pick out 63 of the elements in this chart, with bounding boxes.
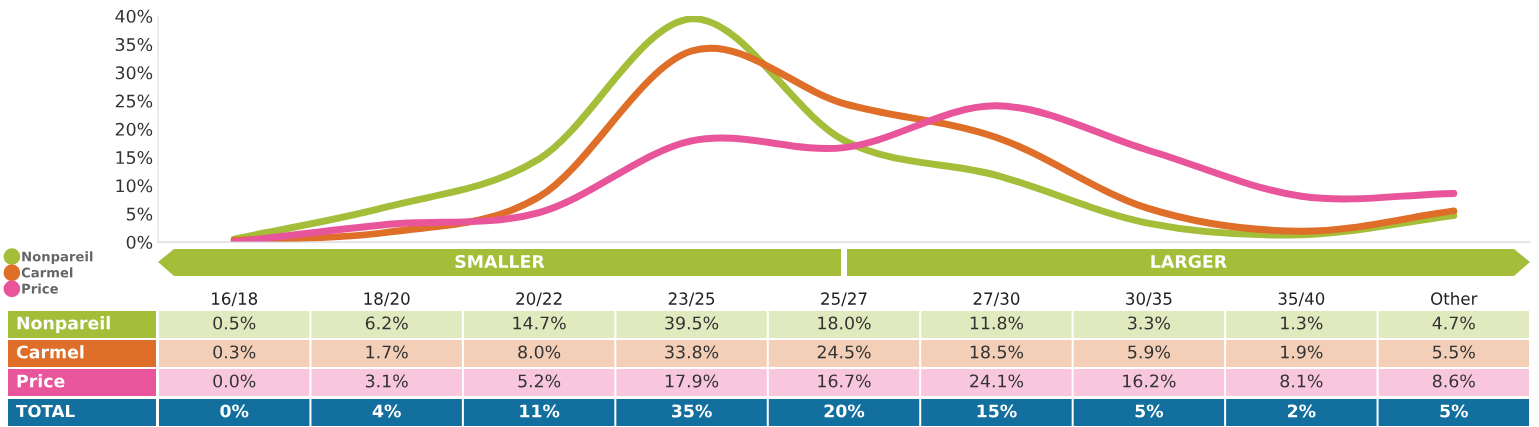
data-label: 16.2% bbox=[1123, 374, 1176, 388]
text: 11% bbox=[520, 404, 560, 418]
data-label: 1.9% bbox=[1281, 345, 1323, 359]
data-label: 3.3% bbox=[1128, 316, 1170, 330]
x-tick-label: 27/30 bbox=[973, 292, 1020, 307]
y-tick-label: 20% bbox=[115, 122, 153, 136]
data-label: 8.6% bbox=[1432, 374, 1475, 388]
x-tick-label: 20/22 bbox=[516, 292, 562, 307]
x-tick-label: 23/25 bbox=[668, 292, 715, 307]
x-tick-label: 25/27 bbox=[821, 292, 867, 307]
y-tick-label: 35% bbox=[115, 37, 153, 52]
data-label: 4.7% bbox=[1432, 316, 1475, 330]
data-label: 3.1% bbox=[365, 374, 408, 388]
data-label: 16.7% bbox=[818, 374, 871, 388]
data-label: 5.9% bbox=[1128, 345, 1170, 359]
text: 5% bbox=[1135, 404, 1164, 418]
y-tick-label: 15% bbox=[116, 150, 153, 165]
data-label: 0.5% bbox=[213, 316, 256, 330]
legend-label: Nonpareil bbox=[22, 251, 93, 265]
text: LARGER bbox=[1151, 254, 1227, 269]
data-label: 0.0% bbox=[213, 374, 256, 388]
data-label: 6.2% bbox=[365, 316, 408, 330]
text: Carmel bbox=[16, 345, 84, 359]
data-label: 8.1% bbox=[1280, 374, 1323, 388]
text: 35% bbox=[671, 404, 712, 418]
data-label: 1.7% bbox=[366, 345, 408, 359]
y-tick-label: 5% bbox=[126, 207, 153, 221]
text: Price bbox=[17, 374, 65, 388]
x-tick-label: 18/20 bbox=[364, 292, 410, 307]
data-label: 0.3% bbox=[213, 345, 256, 359]
data-label: 24.5% bbox=[817, 345, 871, 359]
data-label: 17.9% bbox=[665, 374, 719, 388]
x-tick-label: Other bbox=[1431, 292, 1478, 305]
text: 5% bbox=[1440, 404, 1468, 418]
data-label: 39.5% bbox=[665, 316, 719, 330]
text: 15% bbox=[977, 404, 1017, 418]
data-label: 5.5% bbox=[1433, 345, 1475, 359]
data-label: 11.8% bbox=[970, 316, 1024, 330]
data-label: 24.1% bbox=[970, 374, 1024, 388]
text: 4% bbox=[372, 404, 401, 418]
x-tick-label: 30/35 bbox=[1126, 292, 1172, 307]
x-tick-label: 16/18 bbox=[212, 292, 258, 307]
y-tick-label: 40% bbox=[115, 9, 153, 23]
text: 0% bbox=[220, 404, 249, 418]
data-label: 1.3% bbox=[1281, 316, 1323, 330]
x-tick-label: 35/40 bbox=[1278, 292, 1325, 307]
y-tick-label: 30% bbox=[115, 66, 153, 80]
text: TOTAL bbox=[16, 404, 75, 418]
data-label: 14.7% bbox=[513, 316, 566, 330]
data-label: 5.2% bbox=[518, 374, 561, 388]
text: 20% bbox=[824, 404, 865, 418]
legend-label: Price bbox=[22, 283, 58, 294]
legend-label: Carmel bbox=[21, 267, 73, 278]
data-label: 8.0% bbox=[518, 345, 561, 359]
y-tick-label: 0% bbox=[126, 235, 153, 249]
data-label: 18.0% bbox=[818, 316, 871, 330]
text: Nonpareil bbox=[17, 316, 110, 333]
y-tick-label: 25% bbox=[115, 94, 153, 108]
text: SMALLER bbox=[455, 254, 545, 269]
y-tick-label: 10% bbox=[116, 179, 153, 193]
text: 2% bbox=[1287, 404, 1316, 418]
data-label: 18.5% bbox=[970, 345, 1024, 359]
data-label: 33.8% bbox=[665, 345, 719, 359]
